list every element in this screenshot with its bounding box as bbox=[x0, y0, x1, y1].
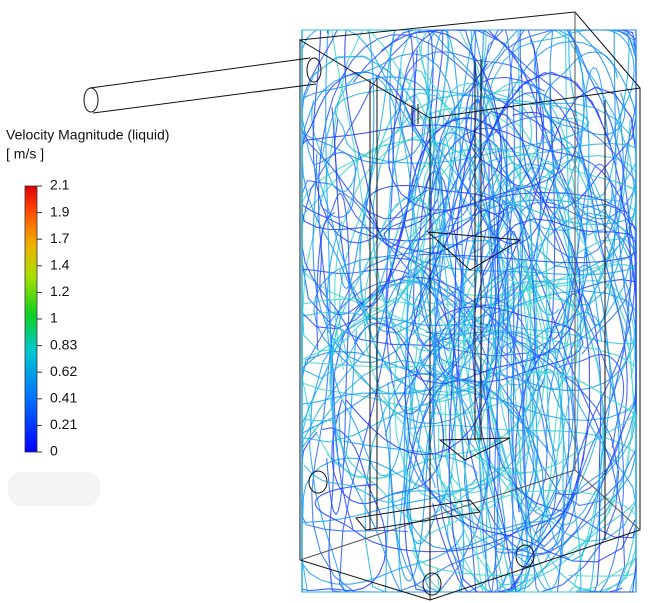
streamline bbox=[345, 30, 418, 247]
tick-label: 1.4 bbox=[50, 257, 70, 273]
viewport: Velocity Magnitude (liquid) [ m/s ] 2.1 1… bbox=[0, 0, 652, 603]
overlay-button bbox=[8, 472, 100, 506]
tick-label: 0.83 bbox=[50, 336, 77, 352]
tick-label: 0 bbox=[50, 443, 58, 459]
tick-label: 0.41 bbox=[50, 390, 77, 406]
scene: Velocity Magnitude (liquid) [ m/s ] 2.1 1… bbox=[0, 0, 652, 603]
legend-title: Velocity Magnitude (liquid) bbox=[6, 127, 169, 143]
colorbar-ticks: 2.1 1.9 1.7 1.4 1.2 1 0.83 0.62 0.41 0.21 0 bbox=[37, 177, 77, 459]
colorbar bbox=[25, 186, 37, 452]
tick-label: 1.2 bbox=[50, 283, 70, 299]
tick-label: 1.9 bbox=[50, 203, 70, 219]
tick-label: 0.62 bbox=[50, 363, 77, 379]
tick-label: 2.1 bbox=[50, 177, 70, 193]
tick-label: 1.7 bbox=[50, 230, 70, 246]
streamlines bbox=[302, 30, 636, 592]
tick-label: 1 bbox=[50, 310, 58, 326]
tick-label: 0.21 bbox=[50, 416, 77, 432]
legend-units: [ m/s ] bbox=[6, 146, 44, 162]
